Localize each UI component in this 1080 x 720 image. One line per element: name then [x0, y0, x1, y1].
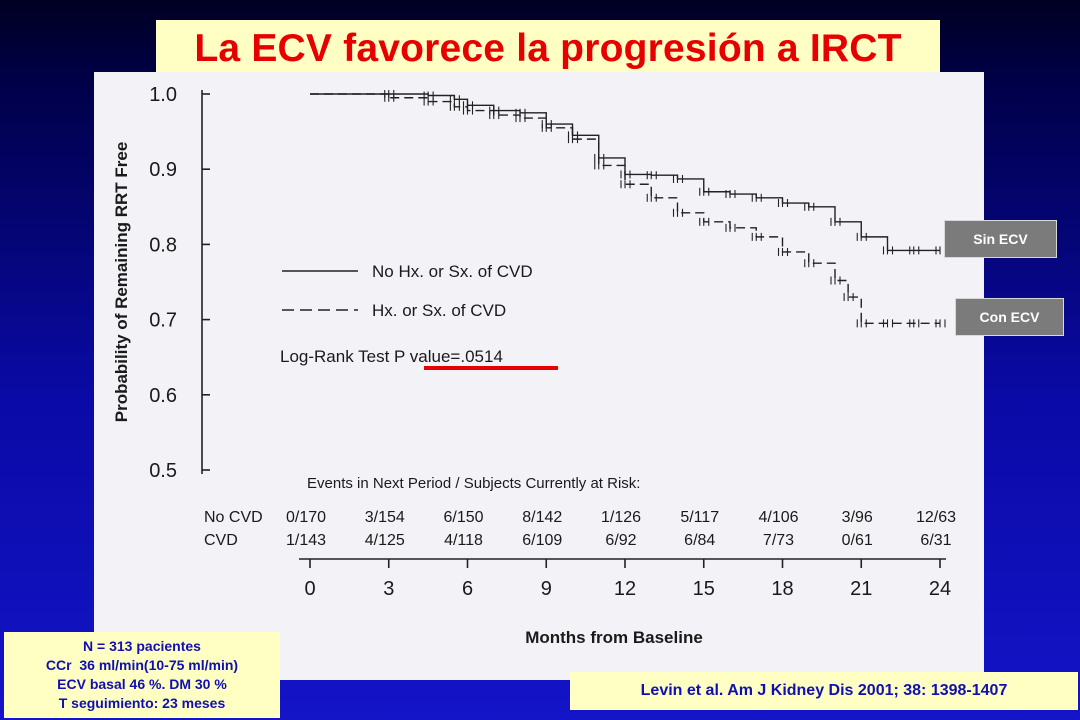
risk-cell: 6/92: [605, 532, 636, 549]
risk-cell: 1/143: [286, 532, 326, 549]
survival-curves: [310, 90, 946, 328]
slide-title: La ECV favorece la progresión a IRCT: [194, 27, 902, 70]
citation-box: Levin et al. Am J Kidney Dis 2001; 38: 1…: [570, 672, 1078, 710]
y-tick-label: 0.9: [149, 159, 177, 181]
x-tick-label: 15: [693, 578, 715, 600]
pvalue-annotation: Log-Rank Test P value=.0514: [280, 347, 503, 366]
x-tick-label: 9: [541, 578, 552, 600]
y-tick-label: 0.8: [149, 234, 177, 256]
x-tick-label: 21: [850, 578, 872, 600]
sin-ecv-label: Sin ECV: [973, 231, 1028, 247]
risk-row-label: No CVD: [204, 509, 263, 526]
risk-cell: 4/106: [758, 509, 798, 526]
legend-label: No Hx. or Sx. of CVD: [372, 262, 533, 281]
con-ecv-label: Con ECV: [979, 309, 1040, 325]
chart-legend: No Hx. or Sx. of CVD Hx. or Sx. of CVD Log…: [280, 262, 558, 370]
risk-cell: 0/170: [286, 509, 326, 526]
sin-ecv-badge: Sin ECV: [944, 220, 1057, 258]
con-ecv-badge: Con ECV: [955, 298, 1064, 336]
risk-cell: 4/118: [444, 532, 483, 549]
title-box: La ECV favorece la progresión a IRCT: [156, 20, 940, 78]
risk-cell: 6/31: [920, 532, 951, 549]
x-tick-label: 3: [383, 578, 394, 600]
risk-cell: 7/73: [763, 532, 794, 549]
x-axis-title: Months from Baseline: [525, 628, 703, 647]
risk-cell: 6/150: [443, 509, 483, 526]
x-tick-label: 0: [304, 578, 315, 600]
risk-cell: 6/84: [684, 532, 715, 549]
km-chart: 1.0 0.9 0.8 0.7 0.6 0.5 Probability of Remaini…: [112, 84, 956, 647]
y-axis-title: Probability of Remaining RRT Free: [112, 142, 131, 423]
y-tick-label: 0.6: [149, 385, 177, 407]
stats-line: CCr 36 ml/min(10-75 ml/min): [45, 657, 239, 673]
study-stats-box: N = 313 pacientes CCr 36 ml/min(10-75 ml…: [4, 632, 280, 718]
cvd-curve: [310, 93, 940, 325]
risk-table-header: Events in Next Period / Subjects Current…: [307, 475, 640, 492]
x-tick-label: 6: [462, 578, 473, 600]
y-tick-label: 0.5: [149, 460, 177, 482]
stats-line: ECV basal 46 %. DM 30 %: [57, 676, 227, 692]
risk-table: Events in Next Period / Subjects Current…: [204, 475, 956, 549]
risk-cell: 1/126: [601, 509, 641, 526]
stats-line: N = 313 pacientes: [83, 638, 201, 654]
risk-cell: 12/63: [916, 509, 956, 526]
risk-cell: 4/125: [365, 532, 405, 549]
y-tick-label: 0.7: [149, 310, 177, 332]
risk-cell: 6/109: [522, 532, 562, 549]
citation-text: Levin et al. Am J Kidney Dis 2001; 38: 1…: [640, 682, 1008, 699]
chart-panel: 1.0 0.9 0.8 0.7 0.6 0.5 Probability of Remaini…: [94, 72, 984, 680]
risk-cell: 8/142: [522, 509, 562, 526]
risk-cell: 3/96: [842, 509, 873, 526]
risk-row-label: CVD: [204, 532, 238, 549]
risk-cell: 3/154: [365, 509, 405, 526]
legend-label: Hx. or Sx. of CVD: [372, 301, 506, 320]
x-tick-label: 12: [614, 578, 636, 600]
risk-cell: 5/117: [680, 509, 719, 526]
x-tick-label: 18: [771, 578, 793, 600]
stats-line: T seguimiento: 23 meses: [58, 695, 226, 711]
axes: 1.0 0.9 0.8 0.7 0.6 0.5 Probability of Remaini…: [112, 84, 951, 647]
y-tick-label: 1.0: [149, 84, 177, 106]
x-tick-label: 24: [929, 578, 951, 600]
risk-cell: 0/61: [842, 532, 873, 549]
